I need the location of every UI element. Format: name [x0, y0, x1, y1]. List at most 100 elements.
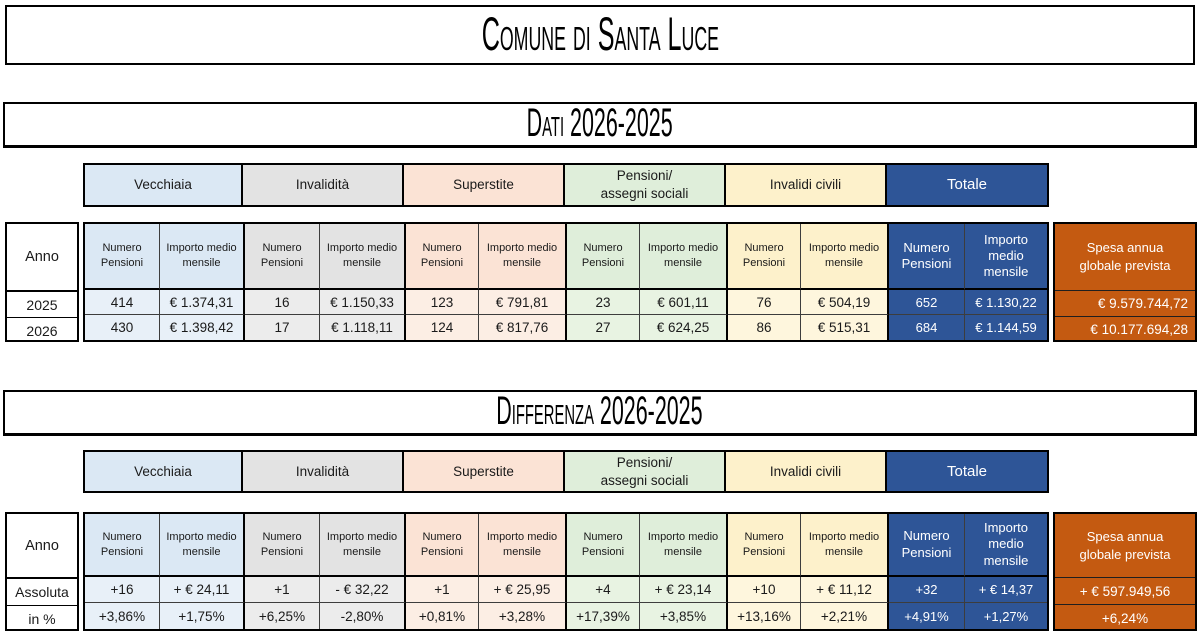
col-header-importo-medio: Importo medio mensile — [320, 514, 406, 577]
spesa-header: Spesa annua globale prevista — [1055, 514, 1195, 578]
data-cell: +32 — [889, 577, 965, 603]
data-cell: +1,27% — [965, 603, 1047, 629]
data-cell: 652 — [889, 290, 965, 315]
anno-header: Anno — [7, 514, 77, 579]
data-cell: 17 — [245, 315, 320, 340]
data-cell: +17,39% — [567, 603, 640, 629]
col-header-numero-pensioni: Numero Pensioni — [406, 514, 479, 577]
band-vecchiaia: Vecchiaia — [85, 165, 243, 205]
band-invalidi-civili: Invalidi civili — [726, 165, 887, 205]
row-label-2026: 2026 — [26, 322, 58, 339]
col-header-numero-pensioni: Numero Pensioni — [889, 514, 965, 577]
band-vecchiaia: Vecchiaia — [85, 452, 243, 491]
dati-table: Numero Pensioni Importo medio mensile Nu… — [83, 222, 1049, 342]
data-cell: 27 — [567, 315, 640, 340]
data-cell: 86 — [728, 315, 801, 340]
data-cell: +3,86% — [85, 603, 160, 629]
section-differenza-header: Differenza 2026-2025 — [3, 390, 1197, 436]
col-header-numero-pensioni: Numero Pensioni — [728, 514, 801, 577]
data-cell: +3,28% — [479, 603, 567, 629]
data-cell: 16 — [245, 290, 320, 315]
data-cell: +4,91% — [889, 603, 965, 629]
data-cell: +10 — [728, 577, 801, 603]
col-header-importo-medio: Importo medio mensile — [479, 224, 567, 290]
row-label-percento: in % — [28, 611, 56, 627]
col-header-numero-pensioni: Numero Pensioni — [85, 224, 160, 290]
spesa-value-percento: +6,24% — [1101, 610, 1149, 626]
data-cell: +16 — [85, 577, 160, 603]
col-header-importo-medio: Importo medio mensile — [160, 224, 245, 290]
anno-column-differenza: Anno Assoluta in % — [5, 512, 79, 631]
col-header-importo-medio: Importo medio mensile — [640, 514, 728, 577]
data-cell: 123 — [406, 290, 479, 315]
data-cell: € 1.374,31 — [160, 290, 245, 315]
spesa-value-2025: € 9.579.744,72 — [1055, 291, 1195, 317]
data-cell: € 817,76 — [479, 315, 567, 340]
band-invalidita: Invalidità — [243, 165, 404, 205]
data-cell: 124 — [406, 315, 479, 340]
data-cell: 430 — [85, 315, 160, 340]
section-dati-header: Dati 2026-2025 — [3, 102, 1197, 148]
anno-column-dati: Anno 2025 2026 — [5, 222, 79, 342]
band-totale: Totale — [887, 165, 1047, 205]
data-cell: € 1.398,42 — [160, 315, 245, 340]
col-header-importo-medio: Importo medio mensile — [160, 514, 245, 577]
col-header-numero-pensioni: Numero Pensioni — [567, 514, 640, 577]
band-pensioni-assegni: Pensioni/ assegni sociali — [565, 452, 726, 491]
col-header-numero-pensioni: Numero Pensioni — [728, 224, 801, 290]
category-band-dati: Vecchiaia Invalidità Superstite Pensioni… — [83, 163, 1049, 207]
section-dati-heading: Dati 2026-2025 — [526, 101, 673, 146]
data-cell: +1 — [245, 577, 320, 603]
col-header-importo-medio: Importo medio mensile — [801, 224, 889, 290]
data-cell: +1,75% — [160, 603, 245, 629]
data-cell: € 624,25 — [640, 315, 728, 340]
data-cell: +1 — [406, 577, 479, 603]
col-header-importo-medio: Importo medio mensile — [479, 514, 567, 577]
data-cell: € 1.150,33 — [320, 290, 406, 315]
col-header-numero-pensioni: Numero Pensioni — [406, 224, 479, 290]
col-header-numero-pensioni: Numero Pensioni — [889, 224, 965, 290]
data-cell: - € 32,22 — [320, 577, 406, 603]
data-cell: + € 23,14 — [640, 577, 728, 603]
data-cell: € 1.118,11 — [320, 315, 406, 340]
anno-header: Anno — [7, 224, 77, 292]
band-invalidita: Invalidità — [243, 452, 404, 491]
data-cell: € 1.144,59 — [965, 315, 1047, 340]
section-differenza-heading: Differenza 2026-2025 — [496, 389, 703, 434]
col-header-importo-medio: Importo medio mensile — [640, 224, 728, 290]
data-cell: € 1.130,22 — [965, 290, 1047, 315]
data-cell: -2,80% — [320, 603, 406, 629]
data-cell: 76 — [728, 290, 801, 315]
spesa-header: Spesa annua globale prevista — [1055, 224, 1195, 291]
data-cell: € 791,81 — [479, 290, 567, 315]
data-cell: +4 — [567, 577, 640, 603]
data-cell: + € 14,37 — [965, 577, 1047, 603]
col-header-importo-medio: Importo medio mensile — [801, 514, 889, 577]
data-cell: +6,25% — [245, 603, 320, 629]
data-cell: 23 — [567, 290, 640, 315]
title-bar: Comune di Santa Luce — [5, 5, 1195, 65]
page-title: Comune di Santa Luce — [481, 8, 719, 61]
band-superstite: Superstite — [404, 165, 565, 205]
spesa-column-dati: Spesa annua globale prevista € 9.579.744… — [1053, 222, 1197, 342]
band-pensioni-assegni: Pensioni/ assegni sociali — [565, 165, 726, 205]
col-header-numero-pensioni: Numero Pensioni — [85, 514, 160, 577]
row-label-2025: 2025 — [7, 292, 77, 318]
data-cell: + € 25,95 — [479, 577, 567, 603]
col-header-importo-medio: Importo medio mensile — [965, 224, 1047, 290]
spesa-value-assoluta: + € 597.949,56 — [1055, 578, 1195, 605]
col-header-numero-pensioni: Numero Pensioni — [245, 224, 320, 290]
data-cell: € 515,31 — [801, 315, 889, 340]
col-header-numero-pensioni: Numero Pensioni — [567, 224, 640, 290]
row-label-assoluta: Assoluta — [7, 579, 77, 606]
data-cell: +13,16% — [728, 603, 801, 629]
band-superstite: Superstite — [404, 452, 565, 491]
band-totale: Totale — [887, 452, 1047, 491]
col-header-importo-medio: Importo medio mensile — [320, 224, 406, 290]
col-header-importo-medio: Importo medio mensile — [965, 514, 1047, 577]
data-cell: +0,81% — [406, 603, 479, 629]
category-band-differenza: Vecchiaia Invalidità Superstite Pensioni… — [83, 450, 1049, 493]
spesa-value-2026: € 10.177.694,28 — [1090, 322, 1188, 337]
data-cell: + € 11,12 — [801, 577, 889, 603]
